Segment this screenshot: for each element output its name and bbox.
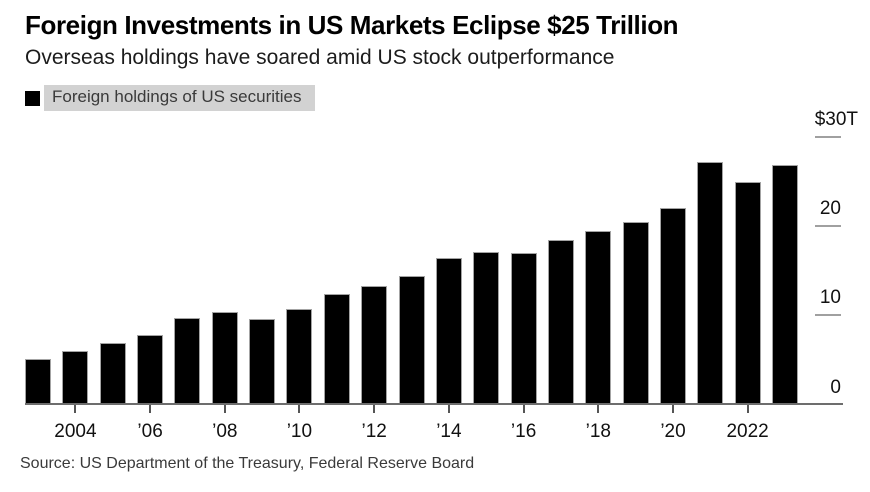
plot-area xyxy=(25,137,798,404)
bar-chart: 0 10 20 $30T 2004 ’06 ’08 ’10 ’12 ’14 ’16 ’18 ’20 20… xyxy=(25,110,858,457)
x-axis-tick xyxy=(746,405,749,413)
bar xyxy=(398,276,425,404)
x-axis-label: ’16 xyxy=(510,421,537,442)
bar xyxy=(510,253,537,404)
bar xyxy=(62,351,89,404)
y-axis-tick xyxy=(815,314,841,316)
x-axis-tick xyxy=(149,405,152,413)
bar xyxy=(174,318,201,404)
bar xyxy=(99,343,126,404)
chart-subtitle: Overseas holdings have soared amid US st… xyxy=(25,46,615,69)
bar xyxy=(660,208,686,404)
x-axis-tick xyxy=(522,405,525,413)
bar xyxy=(772,165,798,404)
bar xyxy=(473,252,500,404)
y-axis-label: 10 xyxy=(819,287,841,308)
bar xyxy=(137,335,164,404)
bar xyxy=(286,309,313,404)
y-axis-label: $30T xyxy=(814,109,858,130)
x-axis-line xyxy=(25,403,843,405)
bar xyxy=(734,182,761,404)
x-axis-tick xyxy=(373,405,376,413)
bar xyxy=(697,162,724,404)
x-axis-tick xyxy=(223,405,226,413)
x-axis-label: 2004 xyxy=(54,421,97,442)
bar xyxy=(547,240,574,404)
bar xyxy=(211,312,238,404)
y-axis-label: 0 xyxy=(830,377,841,398)
x-axis-label: ’20 xyxy=(660,421,686,442)
y-axis-tick xyxy=(815,136,841,138)
legend-label: Foreign holdings of US securities xyxy=(44,85,316,111)
x-axis-label: ’08 xyxy=(212,421,238,442)
legend: Foreign holdings of US securities xyxy=(25,85,316,111)
x-axis-label: ’18 xyxy=(585,421,611,442)
x-axis-label: ’14 xyxy=(436,421,462,442)
y-axis-tick xyxy=(815,225,841,227)
chart-title: Foreign Investments in US Markets Eclips… xyxy=(25,10,679,40)
bar xyxy=(25,359,51,404)
x-axis-label: 2022 xyxy=(726,421,769,442)
x-axis-tick xyxy=(447,405,450,413)
x-axis-tick xyxy=(74,405,77,413)
x-axis-tick xyxy=(298,405,301,413)
x-axis-label: ’12 xyxy=(361,421,387,442)
x-axis-tick xyxy=(672,405,674,413)
legend-swatch-icon xyxy=(25,90,40,106)
bar xyxy=(249,319,276,404)
x-axis-label: ’06 xyxy=(137,421,163,442)
x-axis-tick xyxy=(597,405,600,413)
bar xyxy=(361,286,388,404)
x-axis-label: ’10 xyxy=(286,421,313,442)
y-axis-label: 20 xyxy=(819,198,841,219)
bar xyxy=(435,258,462,404)
bar xyxy=(323,294,350,404)
bar xyxy=(585,231,612,404)
bar xyxy=(622,222,649,404)
source-note: Source: US Department of the Treasury, F… xyxy=(20,455,475,472)
